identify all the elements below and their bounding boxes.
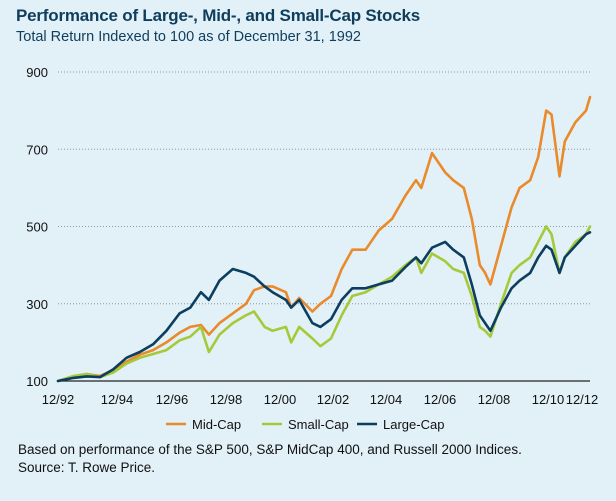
x-tick-label: 12/02 <box>317 392 350 407</box>
x-tick-label: 12/94 <box>101 392 134 407</box>
legend-label-large-cap: Large-Cap <box>383 417 444 432</box>
footnote-source: Source: T. Rowe Price. <box>18 460 156 475</box>
y-axis-tick-labels: 100 300 500 700 900 <box>26 65 48 389</box>
x-tick-label: 12/04 <box>370 392 403 407</box>
x-tick-label: 12/06 <box>424 392 457 407</box>
x-tick-label: 12/98 <box>210 392 243 407</box>
footnote-line-1: Based on performance of the S&P 500, S&P… <box>18 442 522 457</box>
chart-title: Performance of Large-, Mid-, and Small-C… <box>16 6 420 25</box>
grid-lines <box>58 71 590 305</box>
x-tick-label: 12/00 <box>264 392 297 407</box>
y-tick-label: 900 <box>26 65 48 80</box>
chart-subtitle: Total Return Indexed to 100 as of Decemb… <box>16 29 361 45</box>
x-tick-label: 12/92 <box>42 392 75 407</box>
series-line-small-cap <box>56 225 592 383</box>
series-line-mid-cap <box>56 95 592 383</box>
x-tick-label: 12/10 <box>532 392 565 407</box>
x-tick-label: 12/08 <box>478 392 511 407</box>
y-tick-label: 100 <box>26 374 48 389</box>
legend: Mid-Cap Small-Cap Large-Cap <box>166 417 444 432</box>
series-lines <box>56 95 592 383</box>
legend-label-mid-cap: Mid-Cap <box>192 417 241 432</box>
footnote: Based on performance of the S&P 500, S&P… <box>18 441 522 477</box>
y-tick-label: 300 <box>26 297 48 312</box>
x-axis-tick-labels: 12/92 12/94 12/96 12/98 12/00 12/02 12/04 12/06… <box>42 392 599 407</box>
x-tick-label: 12/12 <box>566 392 599 407</box>
legend-label-small-cap: Small-Cap <box>288 417 349 432</box>
y-tick-label: 500 <box>26 220 48 235</box>
x-tick-label: 12/96 <box>156 392 189 407</box>
y-tick-label: 700 <box>26 142 48 157</box>
series-line-large-cap <box>56 231 592 383</box>
